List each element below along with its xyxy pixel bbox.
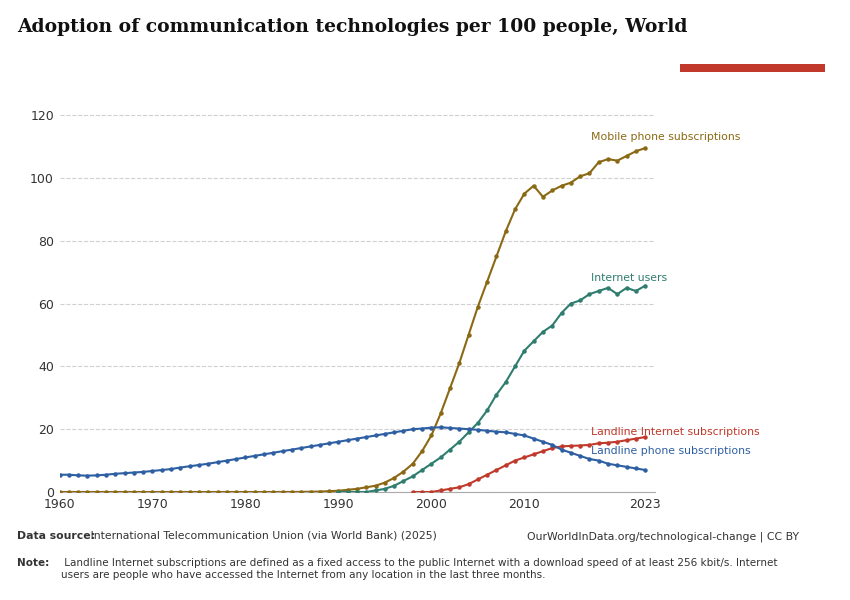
Text: Data source:: Data source: — [17, 531, 95, 541]
Text: Mobile phone subscriptions: Mobile phone subscriptions — [592, 132, 740, 142]
Bar — [680, 64, 824, 72]
Text: Internet users: Internet users — [592, 274, 667, 283]
Text: Adoption of communication technologies per 100 people, World: Adoption of communication technologies p… — [17, 18, 688, 36]
Text: Landline Internet subscriptions are defined as a fixed access to the public Inte: Landline Internet subscriptions are defi… — [61, 558, 778, 580]
Text: Landline phone subscriptions: Landline phone subscriptions — [592, 446, 751, 456]
Text: Landline Internet subscriptions: Landline Internet subscriptions — [592, 427, 760, 437]
Text: International Telecommunication Union (via World Bank) (2025): International Telecommunication Union (v… — [87, 531, 437, 541]
Text: Our World
in Data: Our World in Data — [719, 21, 785, 51]
Text: Note:: Note: — [17, 558, 49, 568]
Text: OurWorldInData.org/technological-change | CC BY: OurWorldInData.org/technological-change … — [527, 531, 799, 541]
